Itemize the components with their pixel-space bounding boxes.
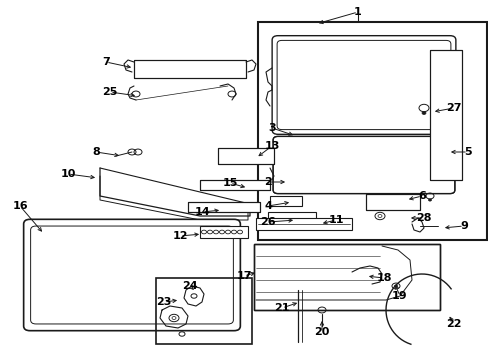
Text: 8: 8	[92, 147, 100, 157]
Bar	[200, 226, 247, 238]
Text: 6: 6	[417, 191, 425, 201]
Text: 4: 4	[264, 201, 271, 211]
Bar	[253, 244, 439, 310]
Bar	[218, 148, 273, 164]
Circle shape	[377, 215, 381, 217]
Bar	[253, 244, 439, 310]
FancyBboxPatch shape	[272, 36, 455, 134]
Bar	[258, 22, 486, 240]
Text: 21: 21	[274, 303, 289, 313]
Text: 13: 13	[264, 141, 279, 151]
Circle shape	[172, 316, 176, 319]
Text: 20: 20	[314, 327, 329, 337]
Text: 7: 7	[102, 57, 110, 67]
Text: 12: 12	[172, 231, 187, 241]
Text: 1: 1	[353, 7, 361, 17]
Bar	[200, 180, 269, 190]
Text: 3: 3	[267, 123, 275, 133]
Text: 17: 17	[236, 271, 251, 281]
Circle shape	[421, 112, 425, 114]
FancyBboxPatch shape	[273, 136, 454, 194]
Bar	[256, 218, 351, 230]
Text: 28: 28	[415, 213, 431, 223]
Text: 9: 9	[459, 221, 467, 231]
Bar	[200, 180, 269, 190]
Text: 23: 23	[156, 297, 171, 307]
Text: 14: 14	[194, 207, 209, 217]
Bar	[429, 50, 461, 180]
Text: 16: 16	[12, 201, 28, 211]
Bar	[429, 50, 461, 180]
Text: 5: 5	[463, 147, 471, 157]
Bar	[365, 194, 419, 210]
Bar	[187, 202, 260, 212]
Bar	[218, 148, 273, 164]
Bar	[134, 60, 245, 78]
Text: 25: 25	[102, 87, 118, 97]
Text: 27: 27	[446, 103, 461, 113]
Text: 19: 19	[391, 291, 407, 301]
Text: 11: 11	[327, 215, 343, 225]
Text: 24: 24	[182, 281, 198, 291]
Text: 26: 26	[260, 217, 275, 227]
Text: 18: 18	[375, 273, 391, 283]
Circle shape	[427, 199, 430, 201]
Text: 10: 10	[60, 169, 76, 179]
Bar	[134, 60, 245, 78]
Bar	[269, 196, 302, 206]
Circle shape	[394, 285, 397, 287]
Text: 15: 15	[222, 178, 237, 188]
Text: 22: 22	[446, 319, 461, 329]
Bar	[187, 202, 260, 212]
Bar	[365, 194, 419, 210]
Text: 2: 2	[264, 177, 271, 187]
Bar	[156, 278, 251, 344]
Bar	[267, 212, 315, 222]
FancyBboxPatch shape	[23, 219, 240, 331]
